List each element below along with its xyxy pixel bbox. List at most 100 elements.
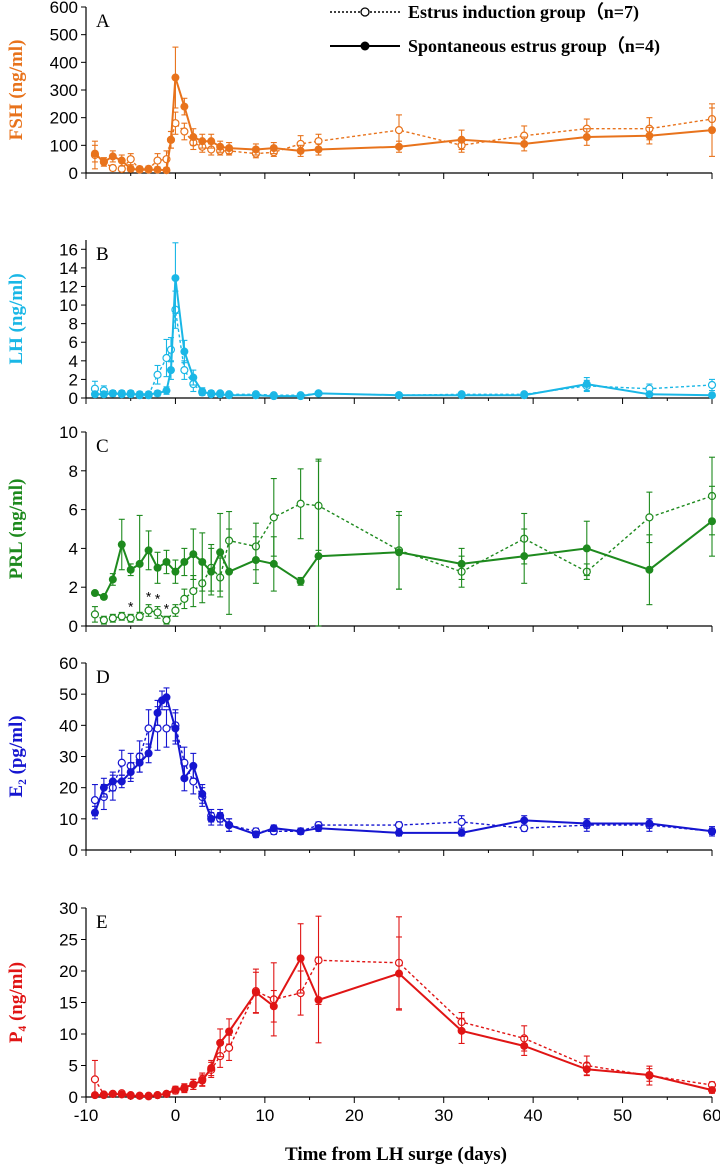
y-tick-label: 50 bbox=[59, 685, 78, 704]
data-point bbox=[189, 550, 198, 559]
x-axis-label: Time from LH surge (days) bbox=[285, 1144, 507, 1165]
data-point bbox=[153, 156, 162, 165]
y-tick-label: 10 bbox=[59, 810, 78, 829]
data-point bbox=[166, 366, 175, 375]
data-point bbox=[117, 758, 126, 767]
data-point bbox=[457, 1026, 466, 1035]
data-point bbox=[108, 614, 117, 623]
data-point bbox=[108, 1089, 117, 1098]
data-point bbox=[269, 559, 278, 568]
data-point bbox=[180, 127, 189, 136]
data-point bbox=[645, 565, 654, 574]
data-point bbox=[198, 1076, 207, 1085]
data-point bbox=[216, 142, 225, 151]
data-point bbox=[251, 391, 260, 400]
data-point bbox=[395, 391, 403, 400]
data-point bbox=[314, 145, 323, 154]
data-point bbox=[207, 814, 216, 823]
data-point bbox=[708, 391, 716, 400]
data-point bbox=[126, 164, 135, 173]
data-point bbox=[707, 380, 717, 390]
data-point bbox=[457, 135, 466, 144]
y-tick-label: 20 bbox=[59, 962, 78, 981]
data-point bbox=[171, 606, 180, 615]
data-point bbox=[216, 1038, 225, 1047]
data-point bbox=[207, 567, 216, 576]
data-point bbox=[198, 789, 207, 798]
data-point bbox=[144, 546, 153, 555]
series-induction bbox=[90, 290, 717, 400]
data-point bbox=[520, 139, 529, 148]
data-point bbox=[520, 824, 529, 833]
data-point bbox=[198, 557, 207, 566]
data-point bbox=[224, 1043, 234, 1052]
significance-marker: * bbox=[146, 589, 152, 605]
x-tick-label: 10 bbox=[255, 1106, 274, 1125]
data-point bbox=[180, 366, 189, 375]
data-point bbox=[314, 824, 323, 833]
data-point bbox=[225, 567, 234, 576]
y-tick-label: 15 bbox=[59, 994, 78, 1013]
data-point bbox=[708, 827, 716, 836]
data-point bbox=[171, 73, 180, 82]
data-point bbox=[645, 1070, 654, 1079]
y-tick-label: 10 bbox=[59, 1025, 78, 1044]
y-tick-label: 25 bbox=[59, 931, 78, 950]
data-point bbox=[135, 390, 144, 399]
data-point bbox=[90, 1091, 99, 1100]
significance-marker: * bbox=[128, 598, 134, 614]
data-point bbox=[269, 824, 278, 833]
series-line bbox=[94, 520, 713, 599]
panel-d: 0 10 20 30 40 50 60 D E₂ (pg/ml) bbox=[6, 654, 717, 860]
data-point bbox=[180, 102, 189, 111]
data-point bbox=[117, 777, 126, 786]
series-spontaneous bbox=[90, 687, 716, 839]
data-point bbox=[394, 126, 404, 135]
y-tick-label: 300 bbox=[50, 81, 78, 100]
data-point bbox=[189, 373, 198, 382]
data-point bbox=[162, 616, 171, 625]
y-tick-label: 10 bbox=[59, 423, 78, 442]
data-point bbox=[171, 1085, 180, 1094]
data-point bbox=[251, 556, 260, 565]
data-point bbox=[225, 1027, 234, 1036]
data-point bbox=[395, 548, 403, 557]
data-point bbox=[296, 827, 305, 836]
data-point bbox=[90, 149, 99, 158]
data-point bbox=[99, 616, 108, 625]
panel-label: A bbox=[96, 11, 110, 32]
data-point bbox=[144, 724, 153, 733]
y-tick-label: 500 bbox=[50, 26, 78, 45]
data-point bbox=[108, 389, 117, 398]
data-point bbox=[269, 392, 278, 401]
data-point bbox=[153, 389, 162, 398]
data-point bbox=[207, 1064, 216, 1073]
data-point bbox=[180, 347, 189, 356]
series-induction bbox=[90, 107, 717, 174]
data-point bbox=[269, 513, 278, 522]
data-point bbox=[216, 390, 225, 399]
data-point bbox=[135, 758, 144, 767]
data-point bbox=[126, 768, 135, 777]
data-point bbox=[189, 777, 198, 786]
data-point bbox=[216, 811, 225, 820]
data-point bbox=[645, 513, 654, 522]
data-point bbox=[99, 157, 108, 166]
x-tick-label: 50 bbox=[613, 1106, 632, 1125]
data-point bbox=[135, 559, 144, 568]
data-point bbox=[216, 548, 225, 557]
y-tick-label: 2 bbox=[69, 370, 78, 389]
data-point bbox=[144, 606, 153, 615]
y-tick-label: 30 bbox=[59, 899, 78, 918]
data-point bbox=[296, 146, 305, 155]
y-tick-label: 14 bbox=[59, 259, 78, 278]
series-line bbox=[94, 118, 713, 170]
data-point bbox=[314, 389, 323, 398]
data-point bbox=[457, 391, 466, 400]
y-axis-label: E₂ (pg/ml) bbox=[6, 715, 27, 797]
data-point bbox=[108, 575, 117, 584]
y-tick-label: 10 bbox=[59, 296, 78, 315]
data-point bbox=[162, 557, 171, 566]
data-point bbox=[251, 145, 260, 154]
